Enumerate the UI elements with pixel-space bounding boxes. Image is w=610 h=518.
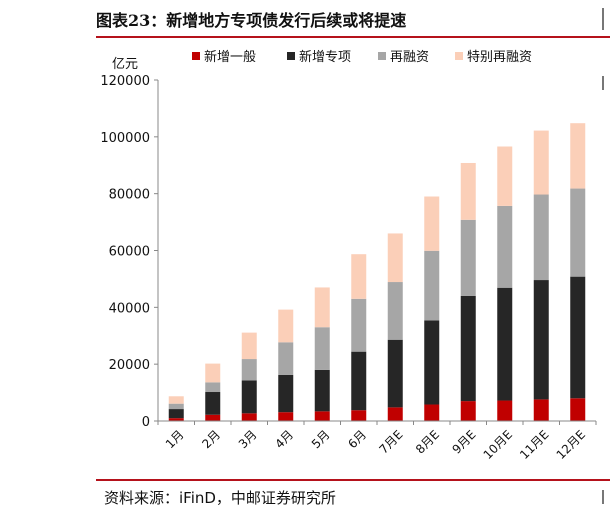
bar-segment xyxy=(497,287,513,401)
y-tick-label: 120000 xyxy=(100,74,150,89)
bar-segment xyxy=(168,403,184,410)
legend-label: 特别再融资 xyxy=(467,50,532,65)
bar-segment xyxy=(497,400,513,421)
bar-segment xyxy=(314,369,330,412)
bar-segment xyxy=(205,382,221,393)
bar-segment xyxy=(387,282,403,340)
bar-segment xyxy=(168,396,184,404)
bar-segment xyxy=(314,411,330,421)
legend-swatch xyxy=(287,52,295,60)
legend-swatch xyxy=(192,52,200,60)
bar-segment xyxy=(241,359,257,381)
stacked-bar-chart: 新增一般 新增专项 再融资 特别再融资 亿元 0 20000 40000 60000 8000… xyxy=(100,49,597,462)
bar-segment xyxy=(314,327,330,370)
bar-segment xyxy=(205,392,221,415)
bar-segment xyxy=(570,188,586,277)
x-tick-label: 11月E xyxy=(517,427,552,462)
x-tick-label: 1月 xyxy=(163,427,187,451)
bar-segment xyxy=(278,309,294,343)
source-note: 资料来源：iFinD，中邮证券研究所 xyxy=(104,489,336,507)
bar-segment xyxy=(387,339,403,408)
bar-segment xyxy=(424,250,440,321)
y-tick-label: 80000 xyxy=(109,188,150,203)
bar-segment xyxy=(533,194,549,281)
y-axis-label: 亿元 xyxy=(112,57,138,72)
bar-segment xyxy=(460,219,476,296)
bar-segment xyxy=(570,398,586,421)
bar-segment xyxy=(351,298,367,352)
y-tick-label: 60000 xyxy=(109,245,150,260)
bar-segment xyxy=(351,410,367,421)
y-axis: 0 20000 40000 60000 80000 100000 120000 xyxy=(100,74,159,430)
x-tick-label: 8月E xyxy=(413,427,442,456)
bar-segment xyxy=(387,407,403,421)
clipped-neighbor-source xyxy=(602,490,610,504)
y-tick-label: 20000 xyxy=(109,358,150,373)
y-tick-label: 40000 xyxy=(109,301,150,316)
clipped-neighbor-axis xyxy=(602,76,610,90)
y-tick-label: 100000 xyxy=(100,131,150,146)
chart-legend: 新增一般 新增专项 再融资 特别再融资 xyxy=(192,49,532,65)
bar-segment xyxy=(460,295,476,402)
bar-segment xyxy=(241,332,257,360)
bar-segment xyxy=(241,380,257,414)
bar-segment xyxy=(278,342,294,375)
y-tick-label: 0 xyxy=(142,415,150,430)
x-tick-label: 7月E xyxy=(376,427,405,456)
legend-label: 新增一般 xyxy=(204,49,256,65)
bar-series-group xyxy=(168,123,586,421)
bar-segment xyxy=(533,280,549,400)
bar-segment xyxy=(205,414,221,421)
bar-segment xyxy=(278,412,294,421)
x-tick-label: 3月 xyxy=(236,427,260,451)
bar-segment xyxy=(387,233,403,283)
clipped-neighbor-text xyxy=(602,8,610,30)
bar-segment xyxy=(533,130,549,195)
bar-segment xyxy=(424,320,440,405)
x-tick-label: 5月 xyxy=(309,427,333,451)
bar-segment xyxy=(424,196,440,251)
legend-swatch xyxy=(455,52,463,60)
figure-title: 图表23：新增地方专项债发行后续或将提速 xyxy=(96,11,407,30)
bar-segment xyxy=(570,276,586,399)
legend-label: 再融资 xyxy=(390,50,429,65)
bar-segment xyxy=(278,374,294,413)
bar-segment xyxy=(205,363,221,383)
bar-segment xyxy=(351,254,367,299)
legend-label: 新增专项 xyxy=(299,49,351,65)
bar-segment xyxy=(168,418,184,421)
bar-segment xyxy=(460,162,476,220)
x-tick-label: 4月 xyxy=(272,427,296,451)
bar-segment xyxy=(497,146,513,206)
x-axis: 1月 2月 3月 4月 5月 6月 7月E 8月E 9月E 10月E 11月E 12月E xyxy=(157,420,597,462)
x-tick-label: 6月 xyxy=(345,427,369,451)
bar-segment xyxy=(570,123,586,189)
bar-segment xyxy=(351,351,367,411)
x-tick-label: 10月E xyxy=(481,427,516,462)
x-tick-label: 2月 xyxy=(199,427,223,451)
bar-segment xyxy=(241,413,257,421)
title-divider xyxy=(96,36,610,38)
figure-title-row: 图表23：新增地方专项债发行后续或将提速 xyxy=(96,4,610,34)
bar-segment xyxy=(533,399,549,421)
bar-segment xyxy=(460,401,476,421)
bar-segment xyxy=(168,409,184,419)
bar-segment xyxy=(314,287,330,328)
legend-swatch xyxy=(378,52,386,60)
x-tick-label: 9月E xyxy=(449,427,478,456)
bar-segment xyxy=(424,404,440,421)
x-tick-label: 12月E xyxy=(554,427,589,462)
bar-segment xyxy=(497,205,513,288)
source-divider xyxy=(96,479,610,481)
